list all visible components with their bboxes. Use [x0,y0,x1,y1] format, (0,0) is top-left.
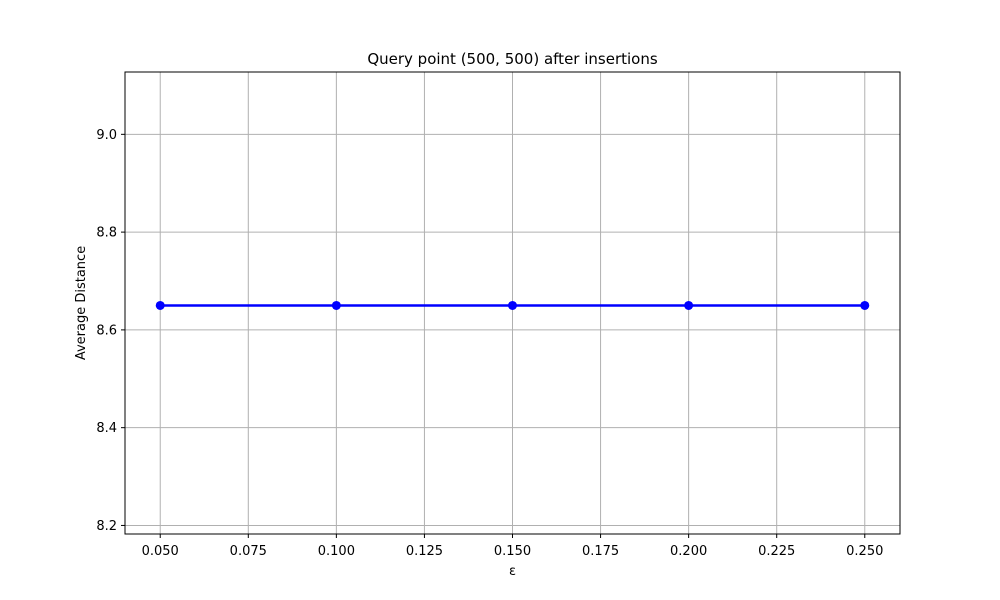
x-tick-label: 0.225 [758,544,795,559]
y-tick-label: 8.2 [96,519,117,534]
y-tick-label: 8.8 [96,226,117,241]
series-layer [155,300,870,310]
x-axis-label: ε [509,564,516,579]
x-tick-label: 0.175 [582,544,619,559]
ticks: 0.050 0.075 0.100 0.125 0.150 0.175 0.200 0.225… [96,128,883,559]
data-point [684,300,694,310]
x-tick-label: 0.050 [142,544,179,559]
x-tick-label: 0.125 [406,544,443,559]
data-point [508,300,517,310]
data-point [331,300,341,310]
x-tick-label: 0.200 [670,544,707,559]
y-tick-label: 8.4 [96,421,117,436]
x-tick-label: 0.075 [230,544,267,559]
y-axis-label: Average Distance [74,246,89,360]
x-tick-label: 0.150 [494,544,531,559]
grid [125,72,900,534]
x-tick-label: 0.100 [318,544,355,559]
y-tick-label: 9.0 [96,128,117,143]
x-tick-label: 0.250 [846,544,883,559]
y-tick-label: 8.6 [96,323,117,338]
data-point [860,300,870,310]
data-point [155,300,165,310]
chart-title: Query point (500, 500) after insertions [367,50,658,68]
